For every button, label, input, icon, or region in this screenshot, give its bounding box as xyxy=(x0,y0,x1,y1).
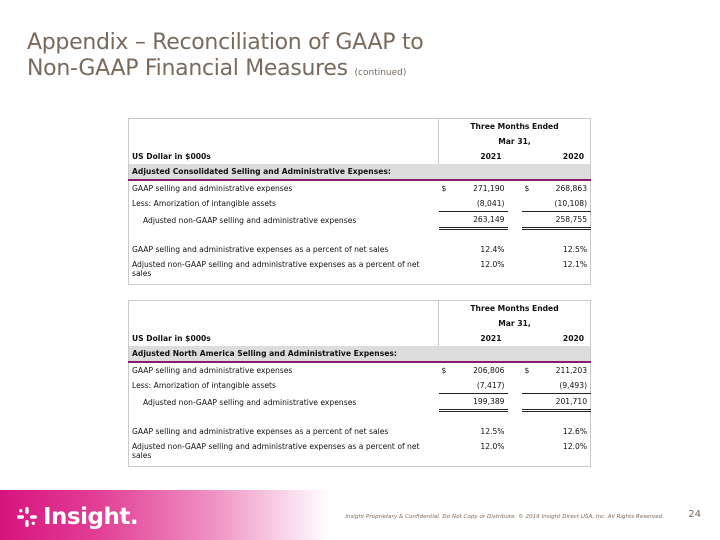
year-2021-header: 2021 xyxy=(480,334,502,343)
value-2020: (9,493) xyxy=(535,378,591,394)
period-subheader: Mar 31, xyxy=(437,134,591,149)
table-row: GAAP selling and administrative expenses… xyxy=(129,242,591,257)
value-2021: 206,806 xyxy=(473,366,505,375)
row-label: Adjusted non-GAAP selling and administra… xyxy=(143,397,357,407)
year-2020-header: 2020 xyxy=(562,152,585,161)
row-label: Less: Amorization of intangible assets xyxy=(132,381,276,391)
table-row: GAAP selling and administrative expenses… xyxy=(129,180,591,196)
value-2020: 258,755 xyxy=(535,211,591,230)
section-header-row: Adjusted North America Selling and Admin… xyxy=(128,346,591,363)
row-label: GAAP selling and administrative expenses… xyxy=(132,427,389,436)
value-2021: 12.4% xyxy=(480,245,505,254)
period-header: Three Months Ended xyxy=(437,118,591,134)
value-2020: (10,108) xyxy=(535,196,591,212)
table-header-row: Three Months Ended xyxy=(129,300,591,316)
currency-symbol: $ xyxy=(524,184,530,193)
table-row: Adjusted non-GAAP selling and administra… xyxy=(129,257,591,285)
table-header-row: Mar 31, xyxy=(129,316,591,331)
value-2020: 12.6% xyxy=(562,427,588,436)
row-label: Less: Amorization of intangible assets xyxy=(132,199,276,209)
row-label: Adjusted non-GAAP selling and administra… xyxy=(143,215,357,225)
table-row: Less: Amorization of intangible assets (… xyxy=(129,196,591,212)
row-label: Adjusted non-GAAP selling and administra… xyxy=(132,260,420,278)
value-2020: 211,203 xyxy=(555,366,588,375)
section-header-row: Adjusted Consolidated Selling and Admini… xyxy=(128,164,591,181)
insight-logo-mark-icon xyxy=(17,507,37,527)
value-2021: (8,041) xyxy=(452,196,508,212)
value-2020: 268,863 xyxy=(555,184,588,193)
year-2021-header: 2021 xyxy=(480,152,502,161)
table-row: Less: Amorization of intangible assets (… xyxy=(129,378,591,394)
table-header-row: US Dollar in $000s 2021 2020 xyxy=(129,331,591,346)
value-2021: 263,149 xyxy=(452,211,508,230)
value-2021: 12.0% xyxy=(480,260,505,269)
page-title: Appendix – Reconciliation of GAAP to Non… xyxy=(27,30,424,86)
title-suffix: (continued) xyxy=(354,68,407,78)
value-2020: 201,710 xyxy=(535,393,591,412)
north-america-sga-table: Three Months Ended Mar 31, US Dollar in … xyxy=(128,300,592,467)
row-label: Adjusted non-GAAP selling and administra… xyxy=(132,442,420,460)
year-2020-header: 2020 xyxy=(562,334,585,343)
row-label: GAAP selling and administrative expenses xyxy=(132,184,293,193)
page-number: 24 xyxy=(688,509,701,520)
section-title: Adjusted Consolidated Selling and Admini… xyxy=(128,164,591,181)
currency-symbol: $ xyxy=(524,366,530,375)
table-header-row: US Dollar in $000s 2021 2020 xyxy=(129,149,591,164)
row-label: GAAP selling and administrative expenses… xyxy=(132,245,389,254)
table-header-row: Three Months Ended xyxy=(129,118,591,134)
consolidated-sga-table: Three Months Ended Mar 31, US Dollar in … xyxy=(128,118,592,285)
value-2020: 12.0% xyxy=(562,442,588,451)
section-title: Adjusted North America Selling and Admin… xyxy=(128,346,591,363)
period-header: Three Months Ended xyxy=(437,300,591,316)
period-subheader: Mar 31, xyxy=(437,316,591,331)
currency-symbol: $ xyxy=(441,184,447,193)
table-row: Adjusted non-GAAP selling and administra… xyxy=(129,393,591,412)
insight-logo: Insight. xyxy=(16,503,139,531)
unit-label: US Dollar in $000s xyxy=(132,152,211,161)
table-row: GAAP selling and administrative expenses… xyxy=(129,424,591,439)
table-row: Adjusted non-GAAP selling and administra… xyxy=(129,211,591,230)
unit-label: US Dollar in $000s xyxy=(132,334,211,343)
table-header-row: Mar 31, xyxy=(129,134,591,149)
value-2021: 12.0% xyxy=(480,442,505,451)
currency-symbol: $ xyxy=(441,366,447,375)
table-row: GAAP selling and administrative expenses… xyxy=(129,362,591,378)
logo-wordmark: Insight. xyxy=(43,504,139,530)
title-line-2: Non-GAAP Financial Measures xyxy=(27,56,348,81)
value-2021: 199,389 xyxy=(452,393,508,412)
value-2021: (7,417) xyxy=(452,378,508,394)
footer-brand-band xyxy=(0,490,330,540)
title-line-1: Appendix – Reconciliation of GAAP to xyxy=(27,30,424,55)
value-2021: 271,190 xyxy=(473,184,505,193)
table-row: Adjusted non-GAAP selling and administra… xyxy=(129,439,591,467)
value-2020: 12.1% xyxy=(562,260,588,269)
value-2020: 12.5% xyxy=(562,245,588,254)
row-label: GAAP selling and administrative expenses xyxy=(132,366,293,375)
value-2021: 12.5% xyxy=(480,427,505,436)
confidential-notice: Insight Proprietary & Confidential. Do N… xyxy=(345,514,664,520)
